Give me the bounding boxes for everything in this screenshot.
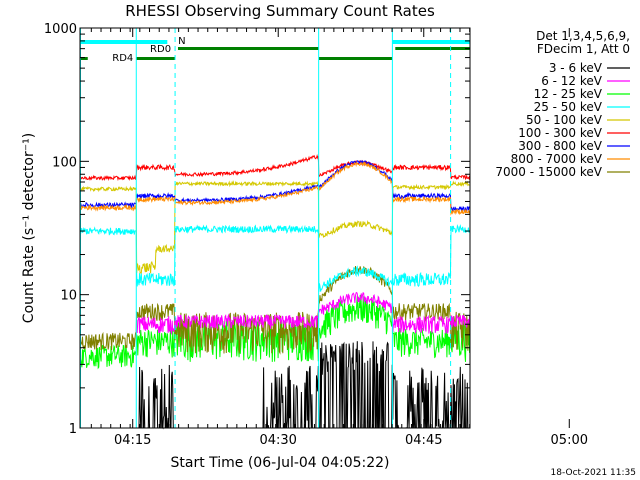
series-line bbox=[79, 154, 471, 182]
x-axis-label: Start Time (06-Jul-04 04:05:22) bbox=[170, 455, 389, 471]
flag-bar-rd0 bbox=[177, 47, 319, 50]
flag-label-rd0: RD0 bbox=[150, 44, 171, 55]
series-line bbox=[79, 180, 470, 274]
legend-label: 50 - 100 keV bbox=[526, 113, 603, 127]
y-tick-label: 100 bbox=[52, 155, 77, 170]
x-tick-label: 05:00 bbox=[551, 433, 588, 448]
series-line bbox=[136, 291, 471, 336]
flag-bar-n bbox=[80, 40, 168, 44]
legend-label: 12 - 25 keV bbox=[534, 87, 603, 101]
legend-header: FDecim 1, Att 0 bbox=[537, 42, 630, 56]
x-tick-label: 04:45 bbox=[405, 433, 442, 448]
legend-label: 6 - 12 keV bbox=[541, 74, 603, 88]
flag-bar-rd4 bbox=[318, 57, 393, 60]
series-layer bbox=[79, 154, 471, 430]
plot-frame bbox=[79, 27, 471, 429]
footer-timestamp: 18-Oct-2021 11:35 bbox=[551, 468, 636, 478]
y-tick-label: 1 bbox=[69, 422, 77, 437]
x-tick-label: 04:30 bbox=[259, 433, 296, 448]
flag-bar-rd0 bbox=[395, 47, 470, 50]
legend-label: 7000 - 15000 keV bbox=[495, 165, 602, 179]
series-line bbox=[79, 161, 471, 216]
chart-title: RHESSI Observing Summary Count Rates bbox=[125, 2, 435, 20]
flag-bar-n bbox=[392, 40, 470, 44]
x-tick-label: 04:15 bbox=[114, 433, 151, 448]
legend-label: 100 - 300 keV bbox=[518, 126, 602, 140]
flag-bar-rd4 bbox=[136, 57, 176, 60]
legend-label: 800 - 7000 keV bbox=[511, 152, 603, 166]
legend-header: Det 1,3,4,5,6,9, bbox=[536, 29, 630, 43]
legend-label: 25 - 50 keV bbox=[534, 100, 603, 114]
flag-label-n: N bbox=[178, 36, 185, 47]
flag-label-rd4: RD4 bbox=[112, 53, 133, 64]
y-tick-label: 10 bbox=[60, 289, 77, 304]
flag-bar-rd4 bbox=[80, 57, 88, 60]
y-tick-label: 1000 bbox=[44, 22, 77, 37]
y-axis-label: Count Rate (s⁻¹ detector⁻¹) bbox=[21, 133, 37, 323]
legend-label: 3 - 6 keV bbox=[549, 61, 603, 75]
series-line bbox=[79, 224, 471, 292]
series-line bbox=[79, 159, 470, 213]
y-axis: 1 10 100 1000 bbox=[44, 22, 470, 437]
series-line bbox=[79, 266, 471, 355]
legend: Det 1,3,4,5,6,9,FDecim 1, Att 0 3 - 6 keV… bbox=[495, 29, 630, 179]
legend-label: 300 - 800 keV bbox=[518, 139, 602, 153]
series-line bbox=[79, 294, 471, 370]
flag-layer: N RD0 RD4 bbox=[80, 36, 470, 64]
